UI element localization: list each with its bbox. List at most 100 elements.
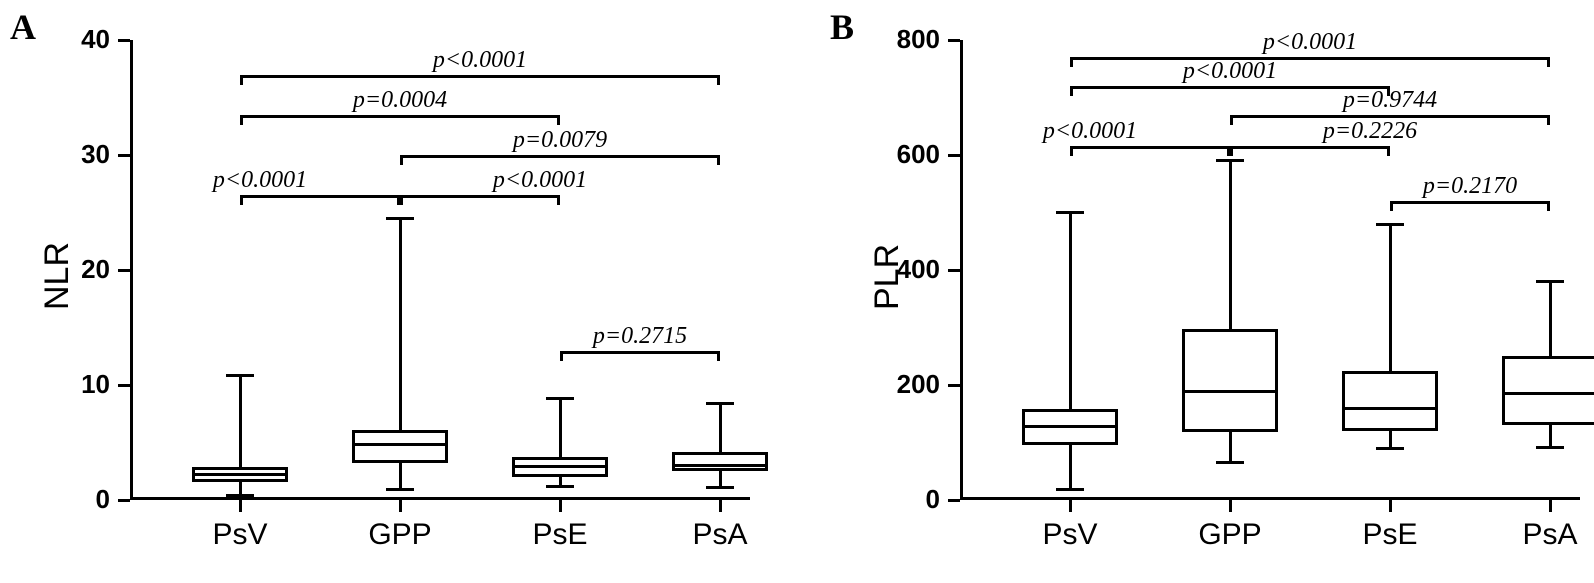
p-value-label: p<0.0001 <box>1263 29 1357 56</box>
p-value-label: p=0.0079 <box>513 127 607 154</box>
panel-label-A: A <box>10 6 36 48</box>
category-label: PsE <box>1362 518 1417 552</box>
whisker-cap-upper <box>1376 223 1404 226</box>
y-axis <box>130 40 133 500</box>
x-axis <box>130 497 750 500</box>
boxplot-median <box>352 443 448 446</box>
comparison-bracket-end <box>240 115 243 125</box>
y-tick <box>118 39 130 42</box>
p-value-label: p=0.2715 <box>593 323 687 350</box>
whisker-cap-upper <box>386 217 414 220</box>
comparison-bracket <box>400 195 560 198</box>
x-tick <box>719 500 722 512</box>
whisker-upper <box>1549 282 1552 357</box>
comparison-bracket <box>1230 146 1390 149</box>
x-tick <box>239 500 242 512</box>
whisker-lower <box>1229 432 1232 462</box>
whisker-upper <box>1229 161 1232 329</box>
y-tick-label: 800 <box>870 24 940 55</box>
comparison-bracket-end <box>717 155 720 165</box>
y-axis <box>960 40 963 500</box>
y-tick <box>118 384 130 387</box>
comparison-bracket-end <box>1547 57 1550 67</box>
boxplot-box <box>1182 329 1278 433</box>
comparison-bracket <box>560 351 720 354</box>
boxplot-box <box>352 430 448 463</box>
p-value-label: p=0.9744 <box>1343 87 1437 114</box>
boxplot-box <box>1342 371 1438 431</box>
comparison-bracket-end <box>1387 146 1390 156</box>
x-tick <box>1549 500 1552 512</box>
x-axis <box>960 497 1580 500</box>
boxplot-median <box>1182 390 1278 393</box>
y-tick-label: 10 <box>40 369 110 400</box>
y-axis-label: NLR <box>38 242 77 310</box>
y-tick <box>948 154 960 157</box>
whisker-upper <box>1389 224 1392 371</box>
y-tick <box>118 499 130 502</box>
category-label: PsV <box>212 518 267 552</box>
comparison-bracket <box>240 75 720 78</box>
p-value-label: p<0.0001 <box>1043 118 1137 145</box>
boxplot-box <box>672 452 768 472</box>
comparison-bracket-end <box>400 195 403 205</box>
whisker-cap-lower <box>1216 461 1244 464</box>
comparison-bracket <box>1390 201 1550 204</box>
comparison-bracket <box>400 155 720 158</box>
comparison-bracket-end <box>240 75 243 85</box>
y-tick-label: 0 <box>870 484 940 515</box>
category-label: PsA <box>1522 518 1577 552</box>
comparison-bracket-end <box>1547 115 1550 125</box>
boxplot-median <box>1502 392 1594 395</box>
p-value-label: p=0.2170 <box>1423 173 1517 200</box>
boxplot-median <box>1022 425 1118 428</box>
whisker-cap-lower <box>706 486 734 489</box>
comparison-bracket-end <box>1070 146 1073 156</box>
p-value-label: p<0.0001 <box>493 167 587 194</box>
comparison-bracket-end <box>1230 146 1233 156</box>
p-value-label: p<0.0001 <box>213 167 307 194</box>
whisker-cap-lower <box>1536 446 1564 449</box>
whisker-lower <box>1069 445 1072 489</box>
boxplot-median <box>672 464 768 467</box>
comparison-bracket <box>1070 57 1550 60</box>
comparison-bracket-end <box>557 115 560 125</box>
whisker-cap-upper <box>546 397 574 400</box>
whisker-cap-upper <box>706 402 734 405</box>
x-tick <box>1229 500 1232 512</box>
comparison-bracket-end <box>1547 201 1550 211</box>
comparison-bracket-end <box>1070 86 1073 96</box>
whisker-cap-lower <box>386 488 414 491</box>
comparison-bracket-end <box>557 195 560 205</box>
y-tick <box>118 269 130 272</box>
whisker-upper <box>1069 213 1072 410</box>
y-tick-label: 600 <box>870 139 940 170</box>
x-tick <box>1069 500 1072 512</box>
y-tick <box>948 499 960 502</box>
whisker-upper <box>239 376 242 467</box>
whisker-lower <box>1389 431 1392 448</box>
x-tick <box>399 500 402 512</box>
boxplot-box <box>1502 356 1594 425</box>
p-value-label: p<0.0001 <box>433 47 527 74</box>
boxplot-median <box>1342 407 1438 410</box>
whisker-cap-lower <box>1056 488 1084 491</box>
whisker-upper <box>719 403 722 451</box>
p-value-label: p<0.0001 <box>1183 58 1277 85</box>
whisker-cap-upper <box>1216 159 1244 162</box>
comparison-bracket <box>240 195 400 198</box>
comparison-bracket-end <box>717 75 720 85</box>
p-value-label: p=0.2226 <box>1323 118 1417 145</box>
whisker-lower <box>1549 425 1552 447</box>
comparison-bracket-end <box>1390 201 1393 211</box>
y-tick-label: 0 <box>40 484 110 515</box>
category-label: PsA <box>692 518 747 552</box>
category-label: GPP <box>1198 518 1261 552</box>
y-tick-label: 40 <box>40 24 110 55</box>
y-tick <box>948 269 960 272</box>
comparison-bracket-end <box>717 351 720 361</box>
whisker-upper <box>559 399 562 458</box>
p-value-label: p=0.0004 <box>353 87 447 114</box>
whisker-cap-upper <box>226 374 254 377</box>
whisker-cap-upper <box>1056 211 1084 214</box>
